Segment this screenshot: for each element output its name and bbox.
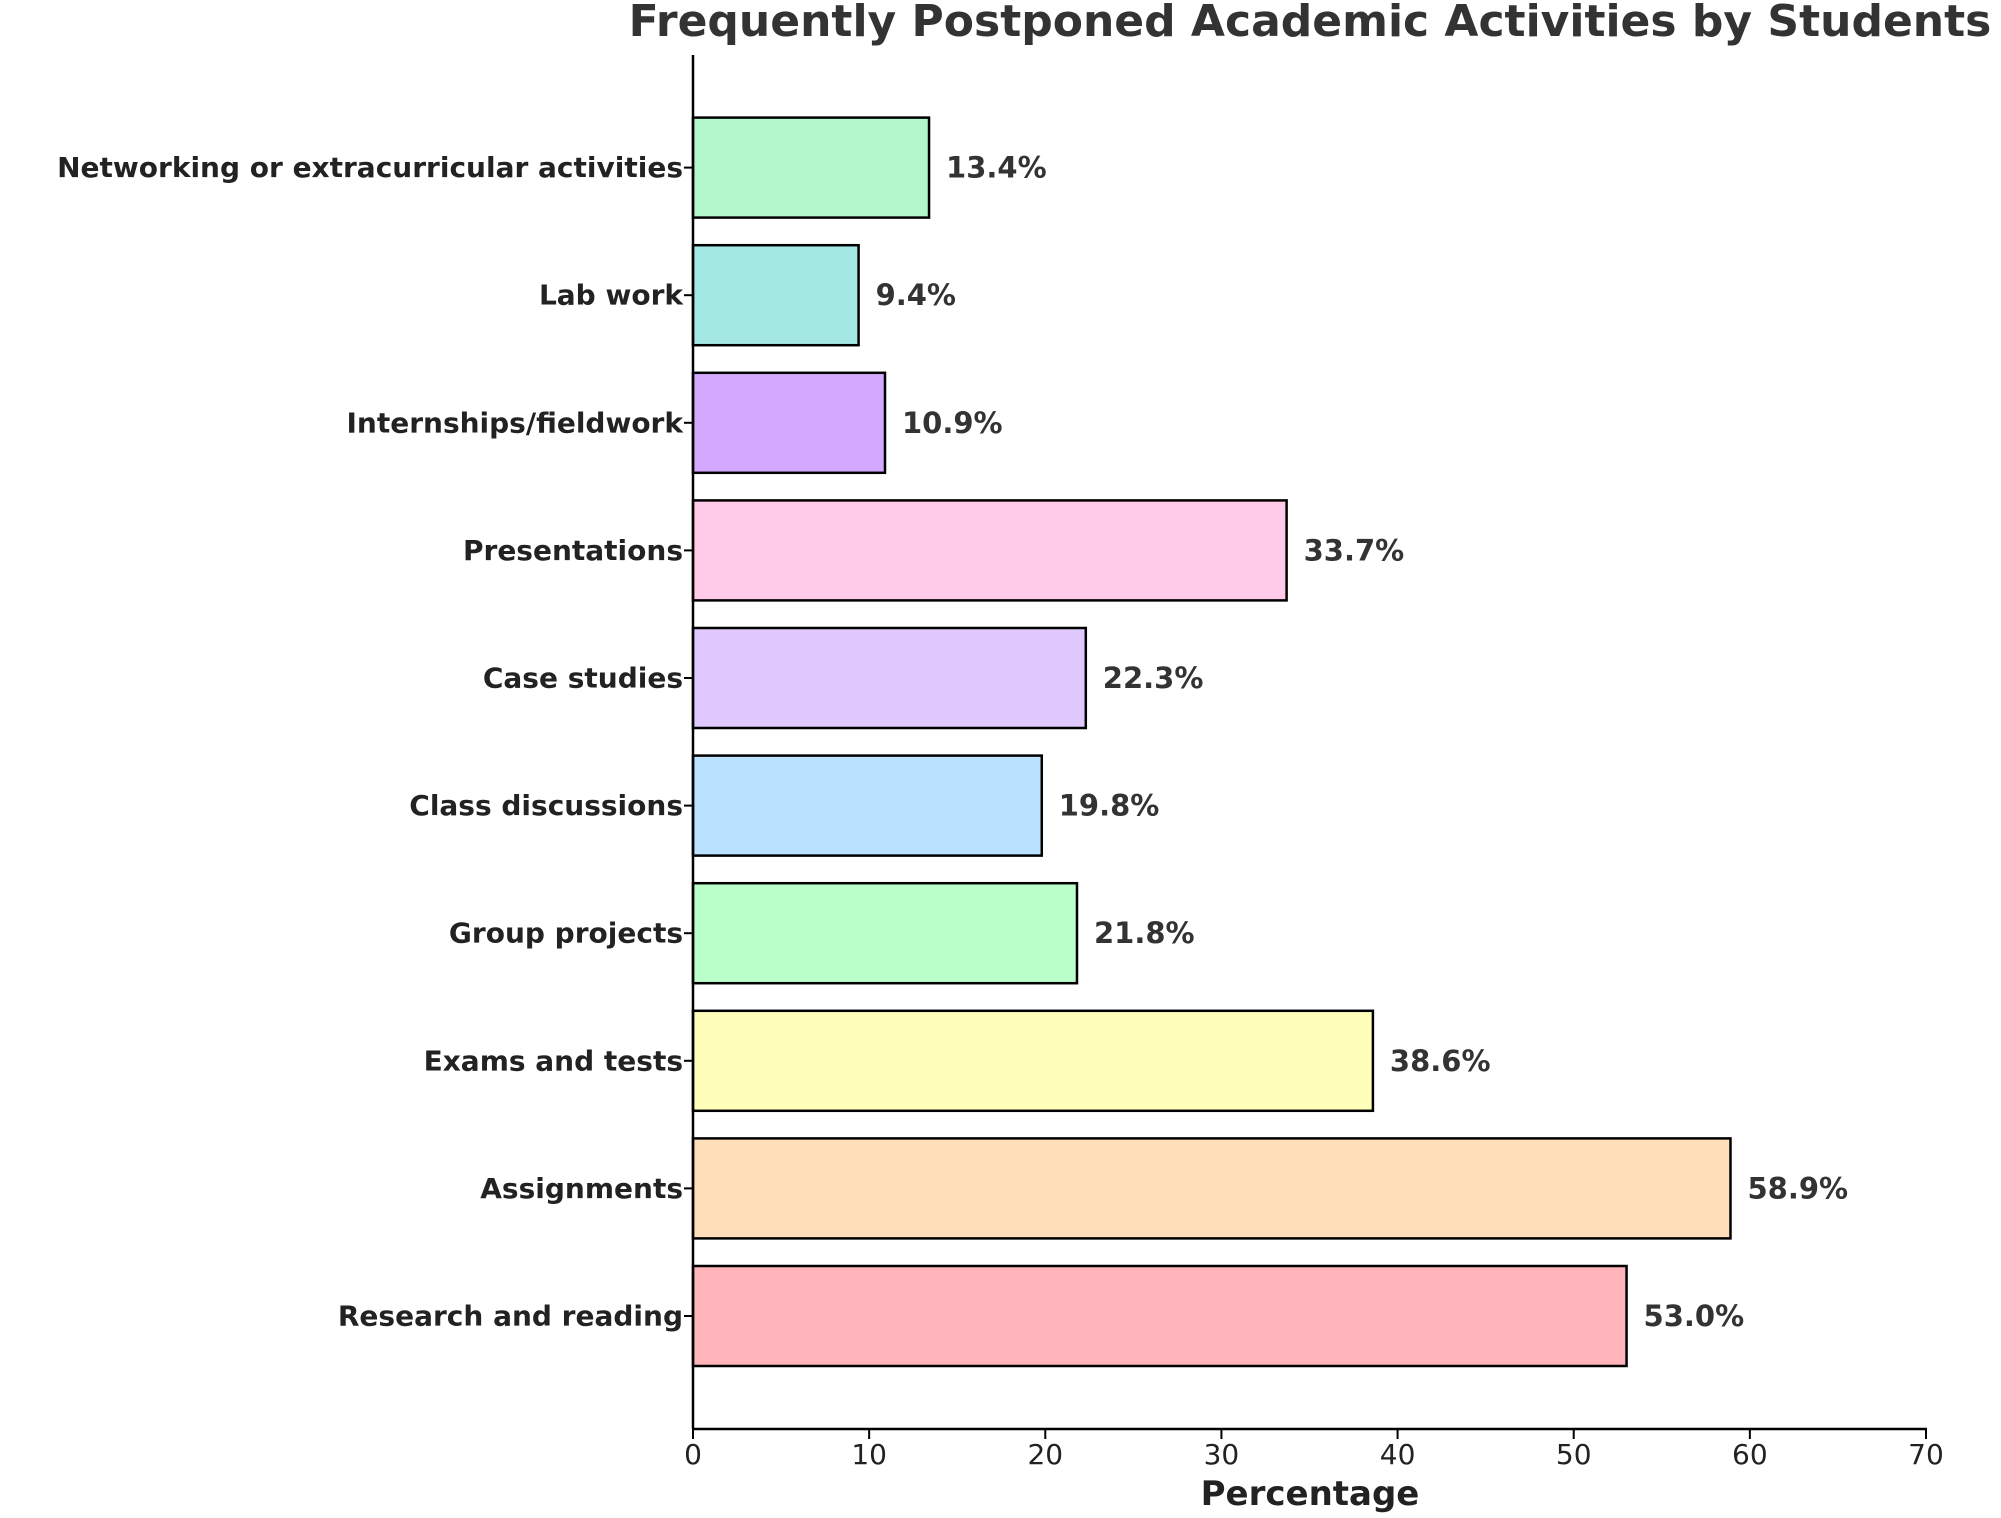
y-tick-label: Exams and tests <box>424 1044 683 1077</box>
x-tick-label: 20 <box>1027 1438 1063 1471</box>
x-tick-label: 60 <box>1732 1438 1768 1471</box>
bar-value-label: 9.4% <box>876 278 956 312</box>
y-tick-label: Internships/fieldwork <box>346 406 684 439</box>
bar <box>691 243 860 347</box>
y-tick-label: Research and reading <box>338 1300 683 1333</box>
x-tick-label: 70 <box>1908 1438 1944 1471</box>
bar-value-label: 13.4% <box>946 151 1047 185</box>
bar <box>691 626 1088 730</box>
y-tick-label: Networking or extracurricular activities <box>57 151 683 184</box>
y-tick-label: Class discussions <box>409 789 683 822</box>
bars-layer: 53.0% 58.9% 38.6% 21.8% 19.8% 22.3% 33.7% 10.9%… <box>691 116 1848 1368</box>
bar <box>691 371 887 475</box>
bar <box>691 1264 1628 1368</box>
x-tick-label: 40 <box>1380 1438 1416 1471</box>
bar-value-label: 58.9% <box>1747 1171 1848 1205</box>
bar-value-label: 10.9% <box>902 406 1003 440</box>
y-tick-label: Group projects <box>449 917 683 950</box>
bar-value-label: 21.8% <box>1094 916 1195 950</box>
bar <box>691 1137 1732 1240</box>
bar-value-label: 53.0% <box>1644 1299 1745 1333</box>
x-axis-label: Percentage <box>1201 1474 1420 1514</box>
bar <box>691 1009 1375 1113</box>
bar <box>691 116 931 219</box>
y-axis-ticks: Research and reading Assignments Exams and… <box>57 151 693 1333</box>
bar <box>691 499 1288 602</box>
bar-value-label: 33.7% <box>1304 533 1405 567</box>
x-axis-ticks: 0 10 20 30 40 50 60 70 <box>684 1429 1944 1471</box>
x-tick-label: 0 <box>684 1438 702 1471</box>
bar <box>691 881 1079 985</box>
bar-value-label: 22.3% <box>1103 661 1204 695</box>
bar-value-label: 38.6% <box>1390 1044 1491 1078</box>
y-tick-label: Presentations <box>463 534 683 567</box>
chart-title: Frequently Postponed Academic Activities… <box>629 0 1992 47</box>
x-tick-label: 10 <box>851 1438 887 1471</box>
y-tick-label: Assignments <box>480 1172 683 1205</box>
x-tick-label: 50 <box>1556 1438 1592 1471</box>
bar-value-label: 19.8% <box>1059 789 1160 823</box>
bar <box>691 754 1044 857</box>
y-tick-label: Case studies <box>483 662 683 695</box>
x-tick-label: 30 <box>1204 1438 1240 1471</box>
y-tick-label: Lab work <box>539 279 684 312</box>
